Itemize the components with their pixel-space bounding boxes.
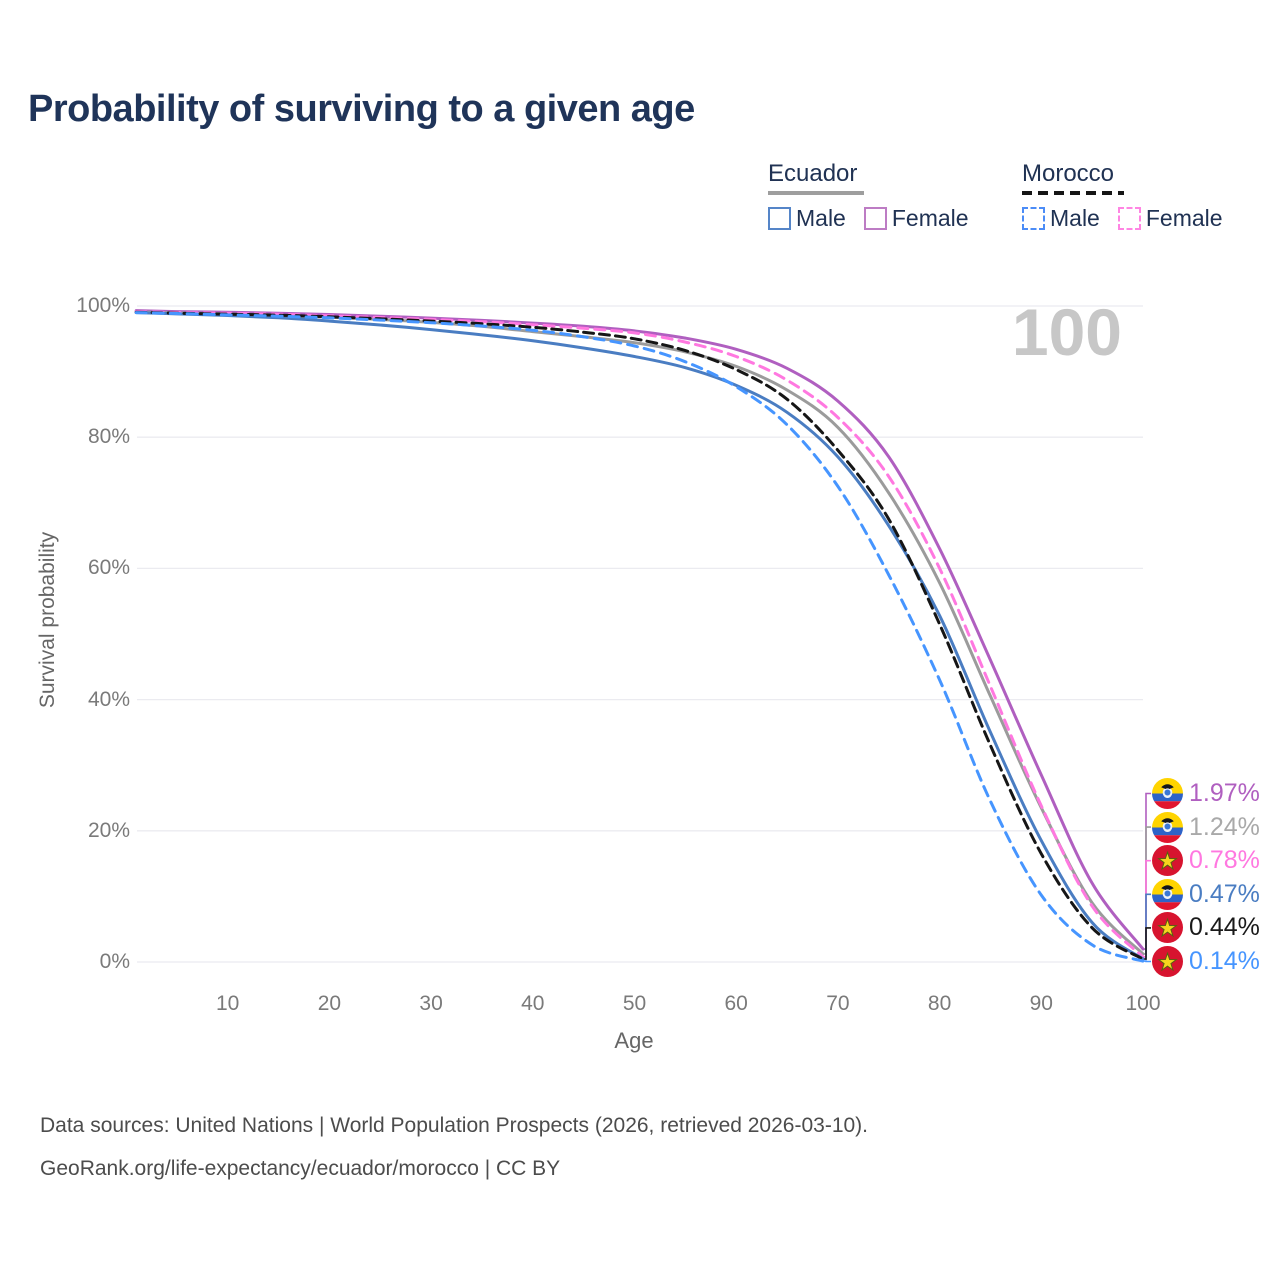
morocco-flag-icon	[1152, 845, 1183, 877]
leader-line	[1143, 792, 1151, 950]
morocco-line-style-swatch	[1022, 191, 1124, 195]
end-label-value: 0.44%	[1189, 913, 1260, 942]
legend-country-morocco[interactable]: Morocco	[1022, 160, 1241, 195]
morocco-flag-icon	[1152, 912, 1183, 944]
checkbox-morocco-male	[1022, 207, 1045, 230]
legend-country-label: Morocco	[1022, 160, 1115, 187]
y-tick-label: 20%	[87, 818, 130, 842]
end-label-morocco-male: 0.14%	[1152, 946, 1260, 977]
hover-age-watermark: 100	[1011, 295, 1122, 369]
y-tick-label: 80%	[87, 425, 130, 449]
end-label-ecuador-male: 0.47%	[1152, 878, 1260, 910]
x-tick-label: 70	[826, 992, 850, 1015]
morocco-flag-icon	[1152, 946, 1183, 977]
end-label-value: 1.24%	[1189, 812, 1260, 841]
chart-title: Probability of surviving to a given age	[28, 88, 695, 130]
x-tick-label: 10	[216, 992, 240, 1015]
legend-label-male: Male	[1050, 205, 1100, 231]
legend-item-ecuador-female[interactable]: Female	[863, 205, 969, 232]
x-tick-label: 40	[521, 992, 545, 1015]
leader-line	[1143, 927, 1151, 960]
x-tick-label: 30	[419, 992, 443, 1015]
end-label-morocco-both-sexes: 0.44%	[1152, 912, 1260, 944]
footer: Data sources: United Nations | World Pop…	[40, 1104, 868, 1190]
curve-ecuador-female	[134, 309, 1145, 951]
end-label-value: 0.78%	[1189, 846, 1260, 875]
legend-label-female: Female	[1145, 205, 1223, 231]
legend-label-male: Male	[796, 205, 846, 231]
x-tick-label: 90	[1029, 992, 1053, 1015]
ecuador-flag-icon	[1152, 878, 1183, 910]
ecuador-flag-icon	[1152, 778, 1183, 809]
x-tick-label: 60	[724, 992, 748, 1015]
curve-ecuador-male	[134, 311, 1145, 961]
y-tick-label: 40%	[87, 687, 130, 711]
legend-country-ecuador[interactable]: Ecuador	[768, 160, 987, 195]
checkbox-ecuador-female	[863, 207, 887, 230]
x-tick-label: 80	[927, 992, 952, 1015]
x-axis-title: Age	[614, 1028, 654, 1053]
legend-country-label: Ecuador	[768, 160, 858, 187]
legend-label-female: Female	[891, 205, 969, 231]
curve-morocco-male	[134, 311, 1145, 963]
y-tick-label: 100%	[76, 294, 130, 317]
x-tick-label: 20	[317, 992, 342, 1015]
y-tick-label: 60%	[87, 556, 130, 580]
curve-morocco-both-sexes	[134, 310, 1145, 961]
legend-group-ecuador: Ecuador Male Female	[768, 160, 987, 232]
legend-item-morocco-female[interactable]: Female	[1117, 205, 1223, 232]
legend-group-morocco: Morocco Male Female	[1022, 160, 1241, 232]
end-label-value: 1.97%	[1189, 779, 1260, 807]
leader-line	[1143, 859, 1151, 958]
legend-item-morocco-male[interactable]: Male	[1022, 205, 1100, 232]
checkbox-ecuador-male	[768, 207, 791, 230]
end-label-morocco-female: 0.78%	[1152, 845, 1260, 877]
end-label-value: 0.14%	[1189, 947, 1260, 975]
end-label-value: 0.47%	[1189, 879, 1260, 908]
legend-item-ecuador-male[interactable]: Male	[768, 205, 846, 232]
end-label-ecuador-both-sexes: 1.24%	[1152, 811, 1260, 843]
end-label-ecuador-female: 1.97%	[1152, 778, 1260, 809]
checkbox-morocco-female	[1117, 207, 1141, 230]
curve-ecuador-both-sexes	[134, 310, 1145, 956]
ecuador-flag-icon	[1152, 811, 1183, 843]
curve-morocco-female	[134, 310, 1145, 959]
attribution-text: GeoRank.org/life-expectancy/ecuador/moro…	[40, 1157, 561, 1180]
data-sources-text: Data sources: United Nations | World Pop…	[40, 1114, 869, 1137]
ecuador-line-style-swatch	[768, 191, 864, 195]
leader-line	[1143, 826, 1151, 955]
y-tick-label: 0%	[99, 950, 130, 973]
x-tick-label: 100	[1125, 992, 1161, 1015]
x-tick-label: 50	[622, 992, 647, 1015]
